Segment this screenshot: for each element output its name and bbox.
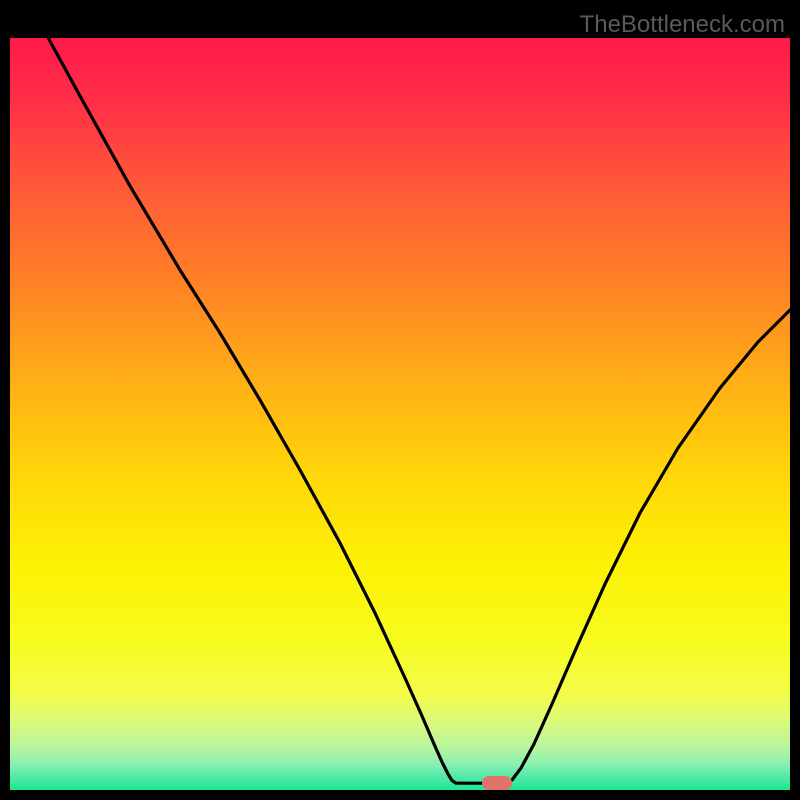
- plot-area: [10, 38, 790, 790]
- optimal-point-marker: [482, 776, 512, 790]
- bottleneck-curve: [10, 38, 790, 790]
- watermark-text: TheBottleneck.com: [580, 11, 785, 39]
- curve-path: [45, 38, 790, 783]
